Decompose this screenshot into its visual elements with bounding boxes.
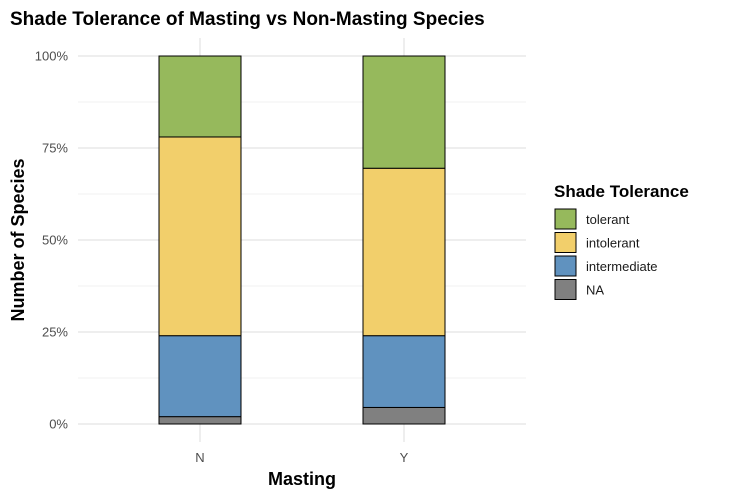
y-tick-label: 25% (42, 325, 68, 340)
x-tick-label: Y (400, 450, 409, 465)
legend-label-NA: NA (586, 283, 604, 298)
legend-label-intermediate: intermediate (586, 259, 658, 274)
legend-key-intolerant (554, 232, 577, 253)
legend-key-tolerant (554, 208, 577, 230)
y-tick-label: 75% (42, 141, 68, 156)
legend-label-intolerant: intolerant (586, 236, 640, 251)
bar-segment-Y-NA (362, 406, 446, 425)
bar-segment-N-tolerant (158, 55, 242, 138)
bar-segment-N-NA (158, 416, 242, 425)
x-tick-label: N (195, 450, 204, 465)
legend-title: Shade Tolerance (554, 182, 689, 201)
bar-segment-Y-intolerant (362, 167, 446, 337)
y-tick-label: 50% (42, 233, 68, 248)
bar-segment-N-intolerant (158, 136, 242, 337)
bar-segment-Y-tolerant (362, 55, 446, 169)
y-tick-label: 100% (35, 49, 69, 64)
chart-title: Shade Tolerance of Masting vs Non-Mastin… (10, 9, 485, 30)
bar-segment-Y-intermediate (362, 335, 446, 408)
y-tick-label: 0% (49, 417, 68, 432)
legend: Shade Tolerance tolerant intolerant interm… (554, 182, 689, 300)
grid (78, 38, 526, 442)
y-axis-ticks: 0% 25% 50% 75% 100% (35, 49, 69, 432)
legend-key-intermediate (554, 255, 577, 277)
x-axis-title: Masting (268, 469, 336, 489)
legend-key-NA (554, 279, 577, 300)
bar-segment-N-intermediate (158, 335, 242, 418)
legend-label-tolerant: tolerant (586, 212, 630, 227)
y-axis-title: Number of Species (8, 158, 28, 321)
bars (158, 55, 446, 425)
